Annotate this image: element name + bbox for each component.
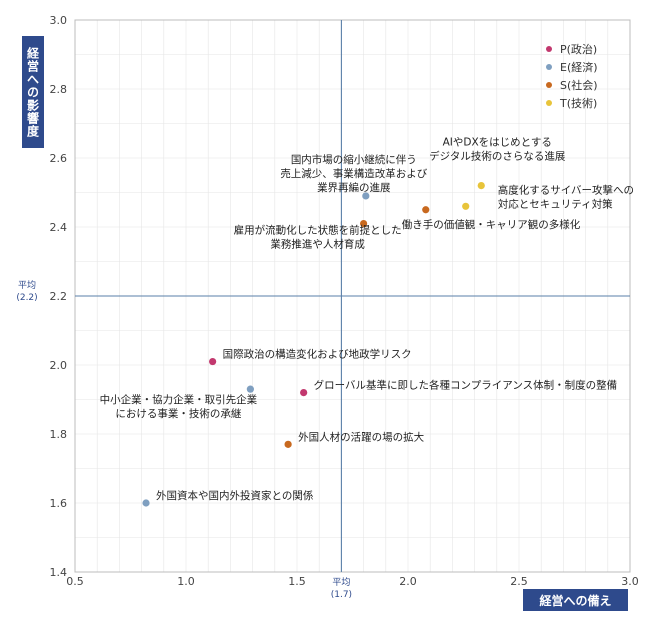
data-label: 業界再編の進展 [317,181,391,194]
legend-item-p: P(政治) [546,40,598,58]
y-tick-label: 2.2 [50,290,68,303]
data-label: 売上減少、事業構造改革および [280,167,427,180]
data-point [300,389,308,397]
y-tick-label: 2.4 [50,221,68,234]
data-point [462,202,470,210]
legend: P(政治) E(経済) S(社会) T(技術) [546,40,598,112]
data-label: 働き手の価値観・キャリア観の多様化 [402,218,581,231]
y-mean-label: 平均 [18,279,36,291]
data-label: 国際政治の構造変化および地政学リスク [223,348,412,361]
legend-label-p: P(政治) [560,43,598,56]
legend-label-s: S(社会) [560,79,598,92]
data-label: 業務推進や人材育成 [270,238,365,251]
x-axis-title: 経営への備え [523,589,628,611]
legend-label-e: E(経済) [560,61,598,74]
y-mean-value: (2.2) [16,293,37,303]
data-point [422,206,430,214]
y-tick-label: 1.6 [50,497,68,510]
x-mean-label: 平均 [332,576,350,588]
y-tick-label: 1.4 [50,566,68,579]
data-point [477,182,485,190]
y-tick-label: 1.8 [50,428,68,441]
x-tick-label: 1.0 [177,575,195,588]
data-label: 中小企業・協力企業・取引先企業 [100,393,258,406]
x-tick-label: 3.0 [621,575,639,588]
legend-label-t: T(技術) [560,97,598,110]
y-tick-label: 2.6 [50,152,68,165]
x-tick-label: 1.5 [288,575,306,588]
data-point [284,440,292,448]
x-tick-label: 2.5 [510,575,528,588]
data-label: における事業・技術の承継 [115,407,241,420]
y-tick-label: 3.0 [50,14,68,27]
data-point [246,385,254,393]
data-label: 対応とセキュリティ対策 [498,197,613,210]
data-point [209,357,217,366]
y-tick-label: 2.0 [50,359,68,372]
x-tick-label: 0.5 [66,575,84,588]
legend-marker-t [546,100,552,106]
legend-marker-s [546,82,552,88]
data-point [360,219,368,228]
data-label: 雇用が流動化した状態を前提とした [234,224,402,237]
y-axis-title: 経営への影響度 [22,36,44,148]
data-label: デジタル技術のさらなる進展 [429,150,566,163]
x-tick-label: 2.0 [399,575,417,588]
legend-marker-e [546,64,552,70]
x-mean-value: (1.7) [331,590,352,600]
data-point [142,499,150,507]
legend-marker-p [546,46,552,52]
data-label: 高度化するサイバー攻撃への [498,183,634,196]
legend-item-s: S(社会) [546,76,598,94]
data-label: AIやDXをはじめとする [443,137,552,149]
legend-item-t: T(技術) [546,94,598,112]
data-label: 外国人材の活躍の場の拡大 [298,430,424,443]
legend-item-e: E(経済) [546,58,598,76]
data-label: 外国資本や国内外投資家との関係 [156,489,313,502]
y-tick-label: 2.8 [50,83,68,96]
data-label: 国内市場の縮小継続に伴う [291,153,417,166]
data-point [362,192,370,200]
data-label: グローバル基準に即した各種コンプライアンス体制・制度の整備 [314,379,617,392]
